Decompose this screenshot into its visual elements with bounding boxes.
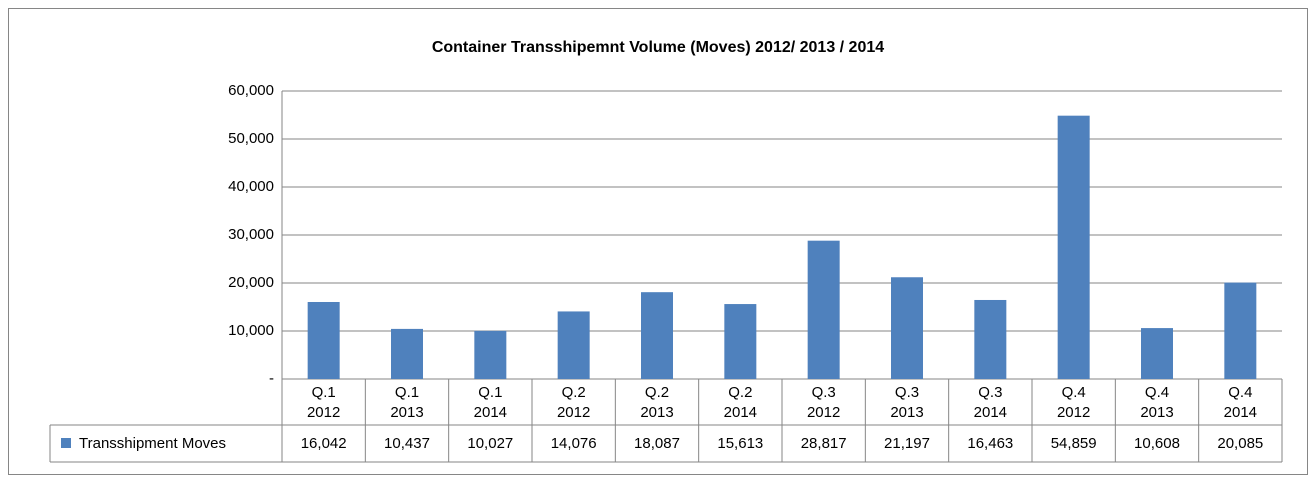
bar — [891, 277, 923, 379]
bar — [557, 311, 590, 379]
x-tick-label: 2012 — [307, 404, 340, 421]
x-tick-label: Q.3 — [895, 384, 919, 401]
bar — [391, 328, 423, 379]
x-tick-label: Q.3 — [812, 384, 836, 401]
y-tick-label: 50,000 — [228, 130, 274, 147]
x-tick-label: Q.2 — [562, 384, 586, 401]
y-tick-label: 60,000 — [228, 82, 274, 99]
x-tick-label: Q.4 — [1062, 384, 1086, 401]
data-table-value: 10,437 — [384, 435, 430, 452]
x-tick-label: 2012 — [1057, 404, 1090, 421]
x-tick-label: 2013 — [890, 404, 923, 421]
x-tick-label: Q.4 — [1145, 384, 1169, 401]
data-table-value: 54,859 — [1051, 435, 1097, 452]
x-tick-label: Q.2 — [728, 384, 752, 401]
data-table-value: 21,197 — [884, 435, 930, 452]
x-tick-label: 2013 — [1140, 404, 1173, 421]
x-tick-label: Q.4 — [1228, 384, 1252, 401]
chart-frame — [8, 8, 1308, 475]
data-table-value: 10,608 — [1134, 435, 1180, 452]
bar — [807, 240, 840, 379]
bar — [1057, 115, 1090, 379]
x-tick-label: 2013 — [640, 404, 673, 421]
y-tick-label: 30,000 — [228, 226, 274, 243]
legend-label: Transshipment Moves — [79, 435, 226, 452]
x-tick-label: Q.1 — [395, 384, 419, 401]
x-tick-label: 2014 — [974, 404, 1007, 421]
x-tick-label: 2014 — [474, 404, 507, 421]
x-tick-label: 2014 — [724, 404, 757, 421]
x-tick-label: Q.2 — [645, 384, 669, 401]
x-tick-label: 2012 — [807, 404, 840, 421]
x-tick-label: Q.3 — [978, 384, 1002, 401]
data-table-value: 16,463 — [967, 435, 1013, 452]
data-table-value: 18,087 — [634, 435, 680, 452]
y-tick-label: - — [269, 370, 274, 387]
x-tick-label: Q.1 — [478, 384, 502, 401]
x-tick-label: 2014 — [1224, 404, 1257, 421]
chart-title: Container Transshipemnt Volume (Moves) 2… — [432, 39, 884, 56]
bar — [724, 304, 757, 379]
bar — [1224, 282, 1257, 379]
data-table-value: 16,042 — [301, 435, 347, 452]
data-table-value: 28,817 — [801, 435, 847, 452]
x-tick-label: 2013 — [390, 404, 423, 421]
y-tick-label: 10,000 — [228, 322, 274, 339]
bar — [307, 301, 340, 379]
x-tick-label: Q.1 — [312, 384, 336, 401]
data-table-value: 10,027 — [467, 435, 513, 452]
legend-key — [61, 438, 71, 448]
data-table-value: 14,076 — [551, 435, 597, 452]
bar — [1141, 328, 1173, 379]
bar — [474, 330, 507, 379]
y-tick-label: 40,000 — [228, 178, 274, 195]
data-table-value: 20,085 — [1217, 435, 1263, 452]
bar — [974, 299, 1007, 379]
x-tick-label: 2012 — [557, 404, 590, 421]
bar — [641, 292, 673, 379]
y-tick-label: 20,000 — [228, 274, 274, 291]
data-table-value: 15,613 — [717, 435, 763, 452]
